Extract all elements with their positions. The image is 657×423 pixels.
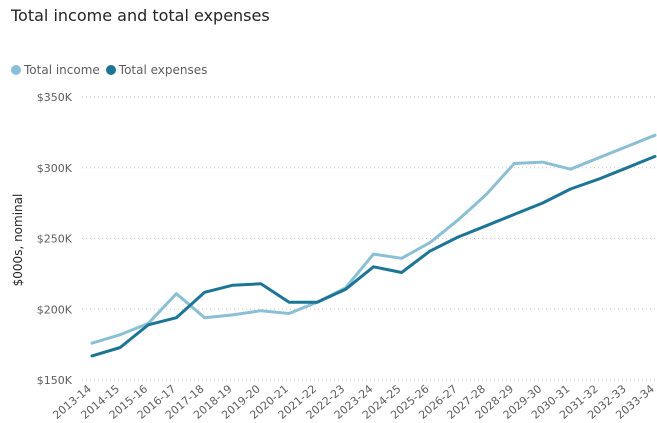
- legend-item-expenses[interactable]: Total expenses: [105, 63, 208, 77]
- gridlines: [82, 96, 655, 381]
- series-line-expenses[interactable]: [90, 154, 657, 358]
- series-lines: [90, 133, 657, 358]
- y-tick-label: $350K: [37, 91, 73, 104]
- legend-dot-expenses: [105, 65, 116, 75]
- series-line-income[interactable]: [90, 133, 657, 345]
- y-tick-label: $250K: [37, 233, 73, 246]
- y-tick-label: $200K: [37, 303, 73, 316]
- x-tick-labels: 2013-142014-152015-162016-172017-182018-…: [50, 382, 657, 422]
- legend: Total income Total expenses: [11, 63, 213, 77]
- legend-label-income: Total income: [24, 63, 100, 77]
- chart-title: Total income and total expenses: [11, 6, 270, 25]
- y-tick-labels: $150K $200K $250K $300K $350K: [37, 91, 73, 387]
- legend-dot-income: [11, 65, 21, 75]
- y-tick-label: $150K: [37, 374, 73, 387]
- legend-item-income[interactable]: Total income: [11, 63, 100, 77]
- legend-label-expenses: Total expenses: [118, 63, 208, 77]
- y-tick-label: $300K: [37, 162, 73, 175]
